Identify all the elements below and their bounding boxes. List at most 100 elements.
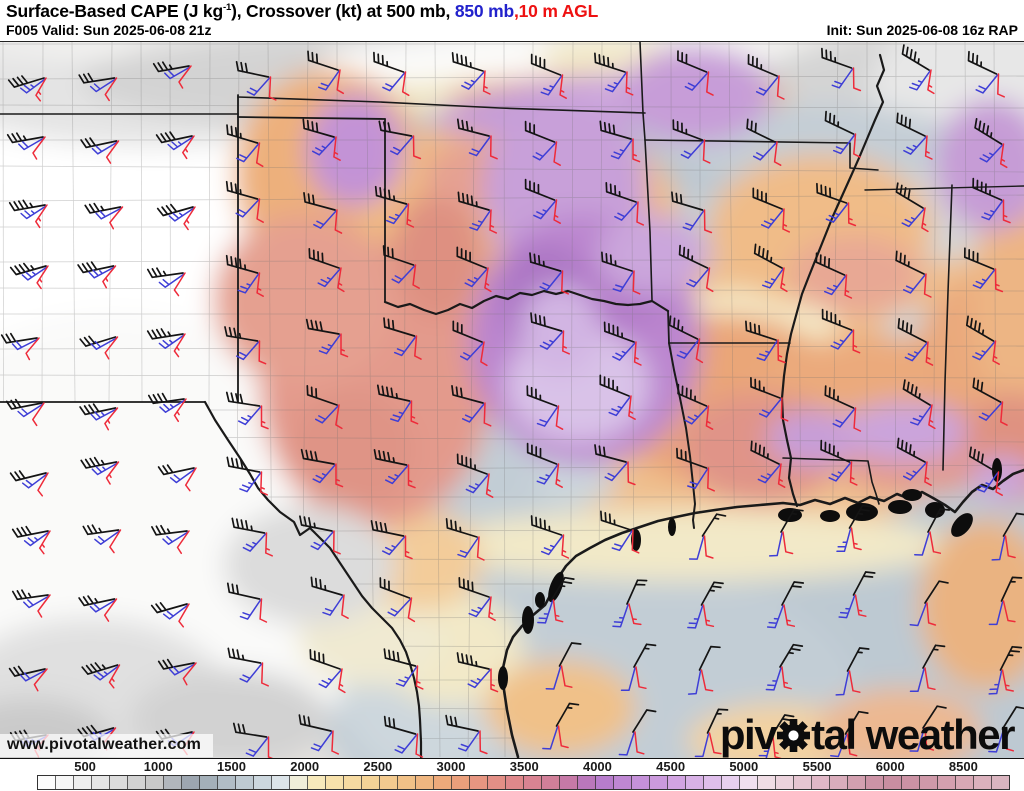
- wind-barb-850mb: [318, 70, 340, 91]
- wind-barb-10m: [705, 267, 714, 293]
- wind-barb-850mb: [19, 78, 46, 94]
- wind-barb-500mb: [458, 576, 490, 598]
- wind-barb-500mb: [821, 47, 853, 69]
- wind-barb-850mb: [389, 136, 414, 156]
- wind-barb-10m: [485, 473, 494, 498]
- wind-barb-850mb: [168, 663, 196, 676]
- wind-barb-850mb: [461, 403, 485, 423]
- colorbar-swatch: [470, 776, 488, 789]
- wind-barb-10m: [489, 135, 498, 160]
- wind-barb-10m: [482, 70, 491, 95]
- cape-map: [0, 42, 1024, 758]
- wind-barb-10m: [777, 463, 786, 488]
- colorbar-swatch: [506, 776, 524, 789]
- colorbar-swatch: [362, 776, 380, 789]
- wind-barb-500mb: [750, 440, 780, 465]
- wind-barb-10m: [921, 207, 929, 233]
- wind-barb-10m: [334, 209, 343, 234]
- wind-barb-850mb: [167, 136, 194, 151]
- map-canvas: www.pivotalweather.com piv tal weather: [0, 42, 1024, 758]
- wind-barb-850mb: [910, 405, 932, 426]
- colorbar-swatch: [938, 776, 956, 789]
- wind-barb-10m: [1000, 401, 1008, 426]
- wind-barb-500mb: [379, 577, 411, 599]
- wind-barb-10m: [695, 338, 704, 364]
- wind-barb-850mb: [236, 143, 260, 163]
- wind-barb-500mb: [310, 576, 343, 596]
- wind-barb-850mb: [909, 668, 925, 692]
- wind-barb-500mb: [745, 320, 777, 341]
- wind-barb-500mb: [77, 724, 115, 738]
- wind-barb-500mb: [452, 320, 483, 343]
- colorbar-swatch: [398, 776, 416, 789]
- wind-barb-10m: [258, 340, 267, 365]
- wind-barb-10m: [927, 69, 935, 95]
- wind-barb-850mb: [533, 200, 557, 220]
- wind-barb-10m: [256, 272, 264, 297]
- wind-barb-500mb: [374, 185, 408, 205]
- wind-barb-10m: [844, 274, 853, 299]
- wind-barb-10m: [332, 530, 341, 555]
- wind-barb-500mb: [77, 261, 115, 274]
- wind-barb-850mb: [903, 136, 927, 155]
- colorbar-tick-label: 4000: [582, 759, 612, 774]
- colorbar-swatch: [272, 776, 290, 789]
- wind-barb-10m: [1003, 728, 1015, 752]
- wind-barb-500mb: [895, 250, 925, 275]
- wind-barb-850mb: [318, 669, 342, 689]
- wind-barb-10m: [706, 71, 714, 96]
- wind-barb-500mb: [750, 376, 781, 399]
- wind-barb-500mb: [157, 464, 195, 476]
- wind-barb-500mb: [780, 508, 804, 533]
- colorbar-tick-label: 1000: [143, 759, 173, 774]
- wind-barb-850mb: [311, 137, 336, 156]
- wind-barb-500mb: [901, 44, 930, 71]
- wind-barb-850mb: [830, 330, 854, 350]
- wind-barb-10m: [924, 667, 936, 691]
- wind-barb-500mb: [79, 335, 117, 347]
- colorbar-swatch: [146, 776, 164, 789]
- colorbar-swatch: [218, 776, 236, 789]
- wind-barb-10m: [336, 69, 345, 95]
- wind-barb-10m: [489, 209, 498, 234]
- wind-barb-10m: [412, 264, 420, 289]
- wind-barb-500mb: [445, 714, 479, 732]
- wind-barb-850mb: [766, 605, 784, 629]
- wind-barb-500mb: [451, 385, 484, 404]
- wind-barb-850mb: [618, 732, 635, 756]
- colorbar-swatch: [74, 776, 92, 789]
- wind-barb-10m: [483, 402, 492, 427]
- wind-barb-10m: [1004, 535, 1016, 559]
- wind-barb-850mb: [612, 271, 634, 293]
- title-segment: -1: [222, 2, 232, 14]
- wind-barb-500mb: [846, 647, 870, 672]
- wind-barb-10m: [37, 472, 49, 497]
- wind-barb-500mb: [456, 118, 490, 137]
- wind-barb-500mb: [530, 312, 563, 332]
- wind-barb-850mb: [909, 603, 927, 627]
- wind-barb-10m: [852, 67, 862, 92]
- wind-barb-850mb: [540, 75, 563, 96]
- wind-barb-500mb: [526, 442, 558, 465]
- wind-barb-500mb: [231, 517, 266, 534]
- wind-barb-500mb: [146, 267, 184, 279]
- wind-barb-850mb: [21, 473, 48, 489]
- colorbar-swatch: [164, 776, 182, 789]
- wind-barb-850mb: [90, 337, 118, 350]
- wind-barb-850mb: [539, 331, 564, 350]
- wind-barb-500mb: [376, 384, 411, 402]
- wind-barb-850mb: [237, 273, 260, 294]
- wind-barb-850mb: [242, 533, 267, 552]
- wind-barb-500mb: [383, 317, 416, 337]
- wind-barb-500mb: [82, 524, 120, 536]
- wind-barb-850mb: [468, 136, 491, 157]
- wind-barb-850mb: [979, 144, 1004, 163]
- wind-barb-10m: [708, 732, 722, 755]
- wind-barb-10m: [414, 335, 422, 360]
- wind-barb-850mb: [981, 200, 1004, 221]
- colorbar-swatch: [956, 776, 974, 789]
- wind-barb-500mb: [79, 403, 117, 416]
- wind-barb-500mb: [225, 254, 259, 274]
- wind-barb-500mb: [927, 508, 951, 533]
